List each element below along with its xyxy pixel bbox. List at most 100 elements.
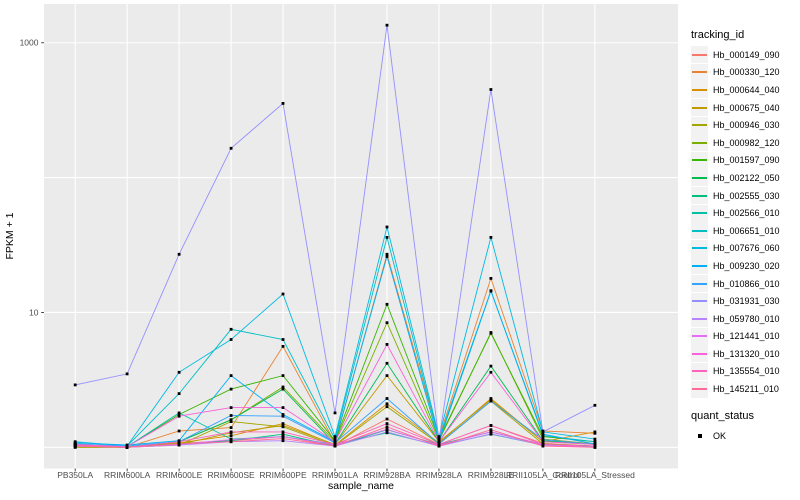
x-tick-label: RRII105LA_Control bbox=[506, 470, 580, 480]
legend-key-swatch bbox=[691, 63, 708, 81]
x-axis-title: sample_name bbox=[328, 480, 394, 492]
legend-line-icon bbox=[692, 194, 707, 197]
legend-key-swatch bbox=[691, 345, 708, 363]
data-point bbox=[385, 405, 389, 409]
data-point bbox=[125, 445, 129, 449]
legend-item-Hb_010866_010: Hb_010866_010 bbox=[691, 275, 799, 293]
legend-key-swatch bbox=[691, 380, 708, 398]
data-point bbox=[229, 374, 233, 377]
legend-item-Hb_000149_090: Hb_000149_090 bbox=[691, 46, 799, 64]
legend-item-Hb_000330_120: Hb_000330_120 bbox=[691, 63, 799, 82]
x-tick-label: RRII105LA_Stressed bbox=[555, 470, 635, 480]
legend-key-swatch bbox=[691, 116, 708, 134]
data-point bbox=[385, 425, 389, 429]
data-point bbox=[385, 397, 389, 400]
legend-line-icon bbox=[692, 124, 707, 127]
axis-tick-marks bbox=[41, 42, 596, 472]
data-point bbox=[177, 252, 181, 256]
y-tick-label: 10 bbox=[29, 307, 39, 317]
x-tick-label: RRIM600LA bbox=[104, 470, 151, 480]
x-tick-label: RRIM928LA bbox=[416, 470, 463, 480]
legend-item-label: Hb_000946_030 bbox=[713, 120, 780, 131]
legend-key-swatch bbox=[691, 169, 708, 187]
legend-key-swatch bbox=[691, 257, 708, 275]
data-point bbox=[385, 417, 389, 421]
data-point bbox=[489, 289, 493, 293]
data-point bbox=[541, 444, 545, 448]
data-point bbox=[437, 440, 441, 444]
data-point bbox=[593, 437, 597, 441]
data-point bbox=[489, 432, 493, 436]
data-point bbox=[177, 429, 181, 433]
legend-item-label: Hb_135554_010 bbox=[713, 366, 780, 377]
data-point bbox=[593, 445, 597, 449]
data-point bbox=[437, 435, 441, 438]
legend-key-swatch bbox=[691, 81, 708, 99]
data-point bbox=[177, 440, 181, 444]
data-point bbox=[333, 444, 337, 448]
legend-item-Hb_135554_010: Hb_135554_010 bbox=[691, 362, 799, 381]
data-point bbox=[489, 364, 493, 368]
legend-item-Hb_031931_030: Hb_031931_030 bbox=[691, 292, 799, 310]
legend-line-icon bbox=[692, 176, 707, 179]
legend-line-icon bbox=[692, 247, 707, 250]
data-point bbox=[229, 387, 233, 391]
data-point bbox=[229, 146, 233, 150]
data-point bbox=[73, 383, 77, 387]
legend-key-swatch bbox=[691, 222, 708, 240]
data-point bbox=[541, 443, 545, 446]
data-point bbox=[229, 440, 233, 444]
legend-item-Hb_059780_010: Hb_059780_010 bbox=[691, 310, 799, 328]
data-point bbox=[385, 427, 389, 431]
legend-key-swatch bbox=[691, 99, 708, 117]
legend-item-Hb_009230_020: Hb_009230_020 bbox=[691, 257, 799, 275]
data-point bbox=[281, 422, 285, 425]
legend-line-icon bbox=[692, 264, 707, 267]
data-point bbox=[229, 426, 233, 429]
data-point bbox=[177, 392, 181, 395]
legend-key-swatch bbox=[691, 362, 708, 380]
data-point bbox=[593, 403, 597, 407]
data-point bbox=[385, 402, 389, 406]
data-point bbox=[437, 437, 441, 441]
legend-key-swatch bbox=[691, 134, 708, 152]
legend-item-Hb_001597_090: Hb_001597_090 bbox=[691, 151, 799, 170]
x-tick-label: RRIM600SE bbox=[207, 470, 255, 480]
data-point bbox=[333, 443, 337, 446]
data-point bbox=[385, 236, 389, 239]
data-point bbox=[281, 439, 285, 443]
data-point bbox=[489, 277, 493, 280]
legend-item-Hb_002555_030: Hb_002555_030 bbox=[691, 187, 799, 205]
legend-item-Hb_000982_120: Hb_000982_120 bbox=[691, 134, 799, 152]
data-point bbox=[281, 406, 285, 409]
data-point bbox=[281, 414, 285, 418]
data-point bbox=[229, 420, 233, 423]
legend-item-Hb_002122_050: Hb_002122_050 bbox=[691, 169, 799, 187]
legend-line-icon bbox=[692, 282, 707, 285]
data-point bbox=[281, 338, 285, 341]
data-point bbox=[385, 23, 389, 27]
legend-key-swatch bbox=[691, 427, 708, 444]
legend-line-icon bbox=[692, 388, 707, 391]
legend-line-icon bbox=[692, 53, 707, 56]
x-tick-label: RRIM928BA bbox=[363, 470, 411, 480]
legend-item-label: Hb_121441_010 bbox=[713, 331, 780, 342]
legend-line-icon bbox=[692, 352, 707, 355]
legend-key-swatch bbox=[691, 239, 708, 257]
y-axis-title: FPKM + 1 bbox=[4, 212, 16, 259]
legend-quant-status: quant_status OK bbox=[691, 410, 799, 445]
legend-item-Hb_000675_040: Hb_000675_040 bbox=[691, 99, 799, 117]
x-tick-label: RRIM600PE bbox=[259, 470, 307, 480]
data-point bbox=[593, 443, 597, 446]
x-tick-label: RRIM928LE bbox=[468, 470, 515, 480]
legend-item-label: Hb_002122_050 bbox=[713, 172, 780, 183]
data-point bbox=[281, 102, 285, 105]
data-point bbox=[385, 321, 389, 325]
data-point bbox=[541, 434, 545, 438]
legend-title-tracking-id: tracking_id bbox=[691, 29, 745, 41]
legend-line-icon bbox=[692, 106, 707, 109]
data-point bbox=[593, 440, 597, 444]
data-point bbox=[489, 331, 493, 335]
